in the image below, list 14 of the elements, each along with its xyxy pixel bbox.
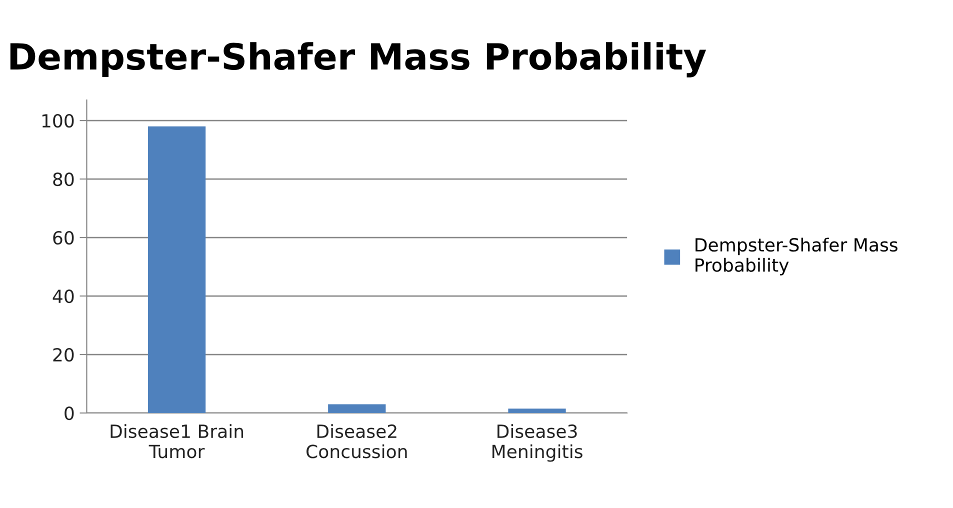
bar	[328, 404, 386, 414]
legend-label: Dempster-Shafer Mass Probability	[696, 238, 898, 276]
y-tick-label: 40	[52, 289, 74, 304]
y-tick-label: 100	[42, 114, 74, 128]
bar	[148, 126, 206, 414]
y-tick-label: 80	[53, 172, 74, 186]
y-tick-label: 20	[53, 348, 74, 362]
y-tick-label: 0	[64, 406, 74, 420]
x-tick-label: Disease2 Concussion	[306, 424, 407, 458]
y-tick-label: 60	[53, 230, 74, 245]
bar	[508, 408, 566, 414]
chart-title: Dempster-Shafer Mass Probability	[10, 42, 706, 78]
x-tick-label: Disease1 Brain Tumor	[110, 424, 244, 458]
x-tick-label: Disease3 Meningitis	[492, 424, 582, 462]
